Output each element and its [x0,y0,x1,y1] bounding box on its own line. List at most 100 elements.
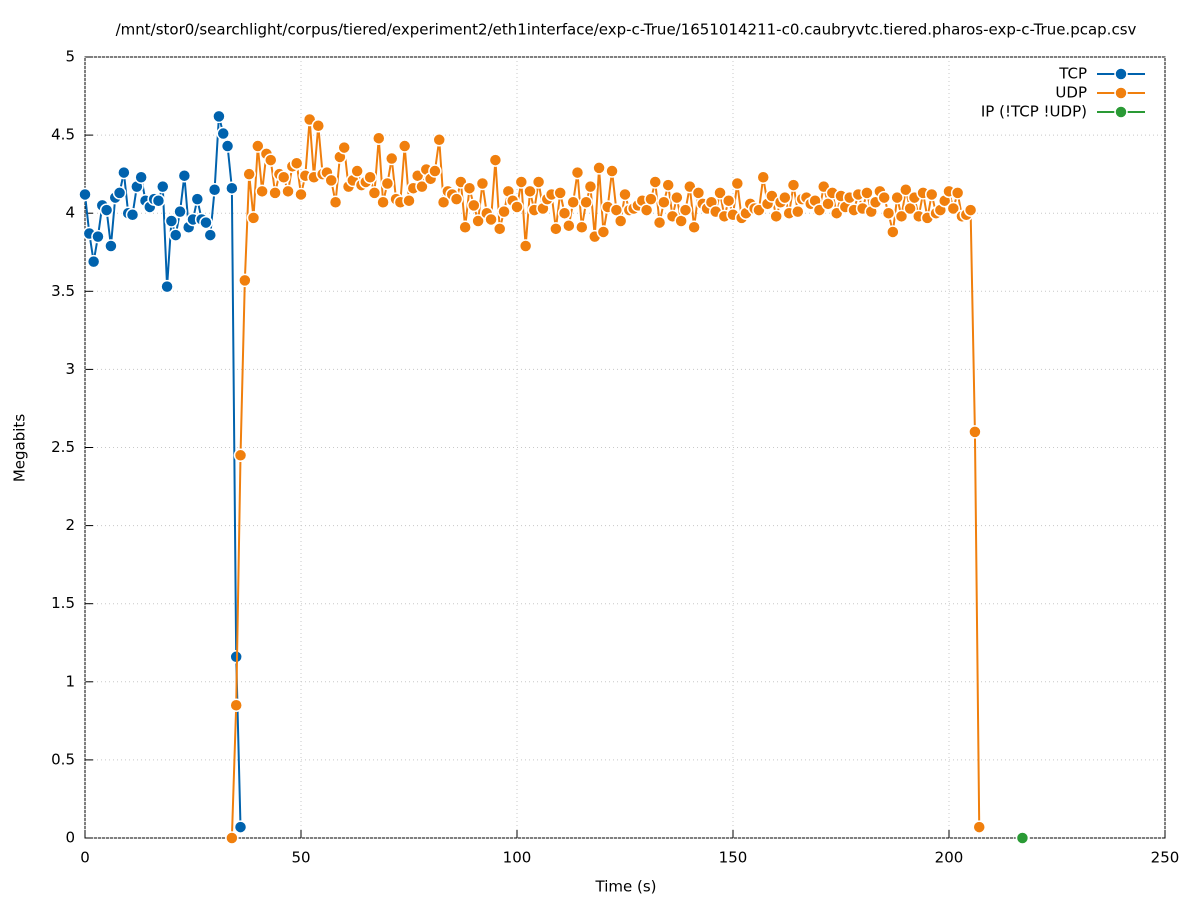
data-point [605,164,619,178]
x-axis-label: Time (s) [595,878,657,896]
data-point [242,167,256,181]
data-point [562,218,576,233]
data-point [713,186,727,200]
data-point [687,220,701,235]
data-point [786,178,801,192]
data-point [458,220,472,235]
data-point [791,204,805,219]
data-point [657,195,671,210]
y-tick-label: 0 [65,829,75,847]
data-point [644,192,658,206]
data-point [134,170,148,185]
data-point [337,140,351,155]
data-point [471,214,485,228]
data-point [216,126,230,141]
data-point [397,139,412,153]
data-point [168,228,183,242]
legend-marker [1114,105,1128,119]
data-point [289,156,304,170]
data-point [462,181,477,195]
y-tick-label: 1.5 [51,594,75,612]
y-tick-label: 2.5 [51,438,75,456]
data-point [225,181,239,195]
data-point [730,176,745,191]
data-point [963,203,978,217]
data-point [449,192,464,206]
data-point [328,195,343,210]
x-tick-label: 150 [719,849,748,867]
data-point [324,173,338,188]
data-point [972,820,986,834]
y-tick-label: 5 [65,48,75,66]
data-point [125,208,140,222]
data-point [575,220,589,235]
data-point [570,165,585,180]
y-axis-label: Megabits [11,414,29,482]
data-point [886,225,900,239]
data-point [220,139,235,153]
data-point [203,228,218,242]
data-point [233,448,248,463]
data-point [173,204,187,219]
data-point [384,151,399,166]
data-point [432,133,446,147]
data-point [78,187,92,202]
data-point [363,170,377,185]
x-tick-label: 0 [80,849,90,867]
data-point [596,225,611,239]
data-point [91,229,105,244]
data-point [104,239,118,253]
data-point [156,179,170,194]
data-point [860,186,874,200]
data-point [311,118,326,133]
data-point [924,187,939,202]
data-point [415,179,429,194]
y-tick-label: 4.5 [51,126,75,144]
data-point [177,168,192,183]
data-point [264,153,278,167]
data-point [428,164,442,178]
data-point [367,186,382,200]
data-point [613,214,628,228]
data-point [1015,831,1030,845]
data-point [579,195,593,210]
data-point [86,254,101,269]
data-point [890,190,904,205]
data-point [661,178,675,192]
data-point [99,203,114,217]
y-tick-label: 3.5 [51,282,75,300]
y-tick-label: 2 [65,516,75,534]
data-point [255,184,269,199]
legend-marker [1114,86,1128,100]
chart-title: /mnt/stor0/searchlight/corpus/tiered/exp… [116,21,1137,39]
data-point [497,204,511,219]
data-point [212,109,226,124]
data-point [557,206,572,220]
data-point [899,183,913,197]
x-tick-label: 200 [935,849,964,867]
data-point [117,165,131,180]
data-point [376,195,390,210]
data-point [881,206,896,220]
data-point [488,153,503,167]
data-point [402,193,416,208]
data-point [372,131,386,145]
legend-label: UDP [1055,84,1087,102]
data-point [484,212,498,227]
data-point [251,139,265,153]
data-point [877,190,891,205]
data-point [207,183,222,197]
data-point [246,211,261,225]
data-point [518,239,533,253]
y-tick-label: 4 [65,204,75,222]
data-point [756,170,770,185]
data-point [566,195,580,210]
x-tick-label: 50 [291,849,310,867]
data-point [968,425,982,439]
data-point [670,190,684,205]
data-point [721,193,736,208]
data-point [894,209,909,224]
data-point [229,698,243,712]
legend-label: IP (!TCP !UDP) [981,103,1087,121]
